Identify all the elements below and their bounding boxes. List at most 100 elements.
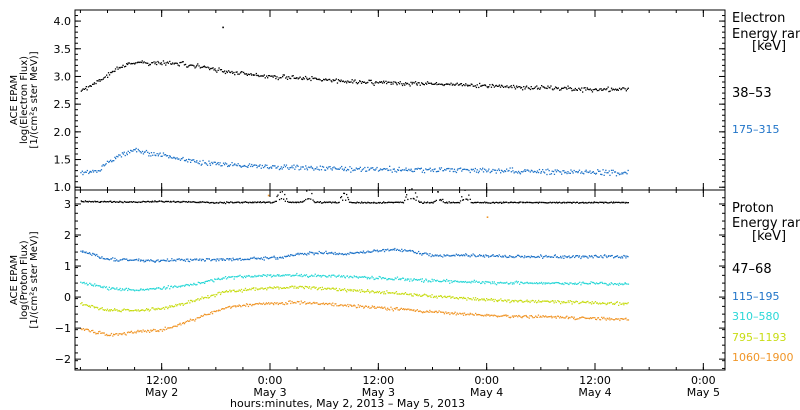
data-point [399, 278, 401, 280]
data-point [373, 84, 375, 86]
data-point [385, 249, 388, 251]
data-point [150, 329, 152, 331]
data-point [168, 157, 170, 159]
data-point [422, 312, 424, 314]
data-point [553, 88, 556, 90]
data-point [377, 291, 379, 294]
data-point [420, 311, 423, 313]
data-point [566, 301, 568, 304]
data-point [322, 274, 324, 277]
data-point [175, 201, 177, 203]
data-point [603, 88, 605, 90]
data-point [339, 289, 342, 292]
data-point [495, 172, 497, 174]
data-point [400, 307, 402, 309]
data-point [167, 327, 169, 329]
data-point [100, 257, 102, 259]
data-point [614, 302, 616, 304]
data-point [623, 254, 625, 257]
data-point [387, 278, 390, 280]
data-point [500, 172, 502, 174]
data-point [444, 168, 446, 171]
data-point [172, 200, 174, 203]
data-point [96, 284, 98, 286]
data-point [622, 318, 624, 320]
data-point [350, 290, 352, 292]
data-point [510, 316, 512, 318]
data-point [518, 202, 520, 204]
data-point [366, 82, 368, 84]
data-point [104, 164, 106, 166]
data-point [175, 285, 177, 288]
data-point [239, 290, 241, 292]
data-point [436, 170, 439, 173]
data-point [386, 82, 388, 85]
data-point [415, 309, 417, 312]
data-point [402, 277, 404, 279]
data-point [472, 281, 474, 283]
data-point [500, 202, 503, 204]
data-point [127, 62, 129, 64]
data-point [166, 306, 168, 308]
data-point [511, 201, 513, 204]
data-point [309, 77, 311, 80]
data-point [266, 257, 269, 259]
data-point [428, 82, 430, 84]
data-point [108, 289, 110, 291]
data-point [594, 88, 596, 91]
data-point [545, 254, 547, 257]
data-point [135, 332, 137, 334]
data-point [201, 258, 203, 260]
data-point [234, 290, 236, 293]
data-point [260, 75, 263, 77]
data-point [600, 88, 602, 90]
data-point [578, 256, 580, 258]
data-point [294, 168, 296, 170]
data-point [279, 275, 281, 277]
data-point [198, 299, 200, 301]
data-point [376, 81, 378, 84]
data-point [349, 275, 351, 278]
data-point [181, 302, 183, 305]
data-point [578, 87, 580, 89]
data-point [136, 289, 138, 291]
data-point [313, 77, 315, 80]
data-point [224, 202, 227, 205]
data-point [114, 260, 117, 262]
data-point [259, 75, 262, 77]
data-point [519, 86, 521, 88]
data-point [447, 280, 449, 282]
data-point [472, 253, 474, 255]
data-point [134, 290, 136, 292]
data-point [259, 275, 262, 277]
data-point [389, 278, 391, 280]
data-point [212, 294, 214, 296]
data-point [624, 88, 626, 90]
data-point [240, 259, 242, 261]
data-point [467, 85, 469, 87]
data-point [96, 80, 98, 82]
data-point [497, 300, 499, 303]
data-point [492, 168, 494, 171]
data-point [324, 79, 326, 81]
data-point [241, 276, 243, 278]
data-point [180, 258, 182, 261]
data-point [625, 257, 627, 259]
data-point [258, 165, 260, 167]
data-point [383, 168, 385, 170]
data-point [148, 201, 151, 203]
data-point [174, 285, 176, 287]
data-point [329, 302, 331, 305]
data-point [273, 286, 275, 288]
data-point [584, 170, 586, 173]
data-point [172, 286, 174, 289]
data-point [414, 251, 416, 254]
data-point [144, 201, 147, 203]
data-point [532, 256, 534, 258]
data-point [91, 284, 93, 286]
data-point [579, 281, 581, 283]
data-point [93, 82, 96, 84]
series-proton-1 [80, 188, 629, 205]
data-point [544, 202, 546, 204]
data-point [241, 258, 244, 261]
